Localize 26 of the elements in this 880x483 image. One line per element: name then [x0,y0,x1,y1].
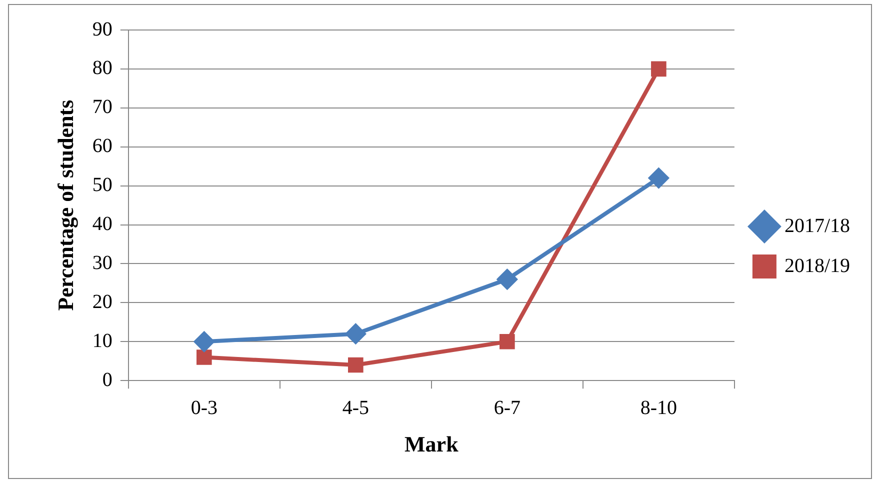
x-tick-label: 8-10 [640,396,678,419]
point [348,357,364,373]
y-tick-label: 90 [92,18,112,40]
point [500,334,515,350]
point [651,61,666,77]
y-tick-label: 80 [92,57,112,80]
x-tick-label: 0-3 [190,396,218,419]
x-tick-label: 4-5 [342,396,369,419]
x-tick-label: 6-7 [494,396,521,419]
x-axis-title: Mark [404,431,460,456]
point [648,168,669,188]
y-tick-label: 40 [92,213,112,236]
y-tick-label: 50 [92,174,112,196]
point [346,324,366,344]
point [497,269,518,290]
point [194,332,214,352]
y-tick-label: 0 [102,368,112,391]
y-tick-label: 60 [92,135,112,158]
y-tick-label: 70 [92,96,112,118]
y-tick-label: 30 [92,252,112,274]
y-tick-label: 20 [92,290,112,313]
legend-label: 2018/19 [784,254,850,277]
y-tick-label: 10 [92,330,112,352]
y-axis-title: Percentage of students [52,99,78,311]
legend-label: 2017/18 [784,214,850,237]
point [196,350,212,365]
